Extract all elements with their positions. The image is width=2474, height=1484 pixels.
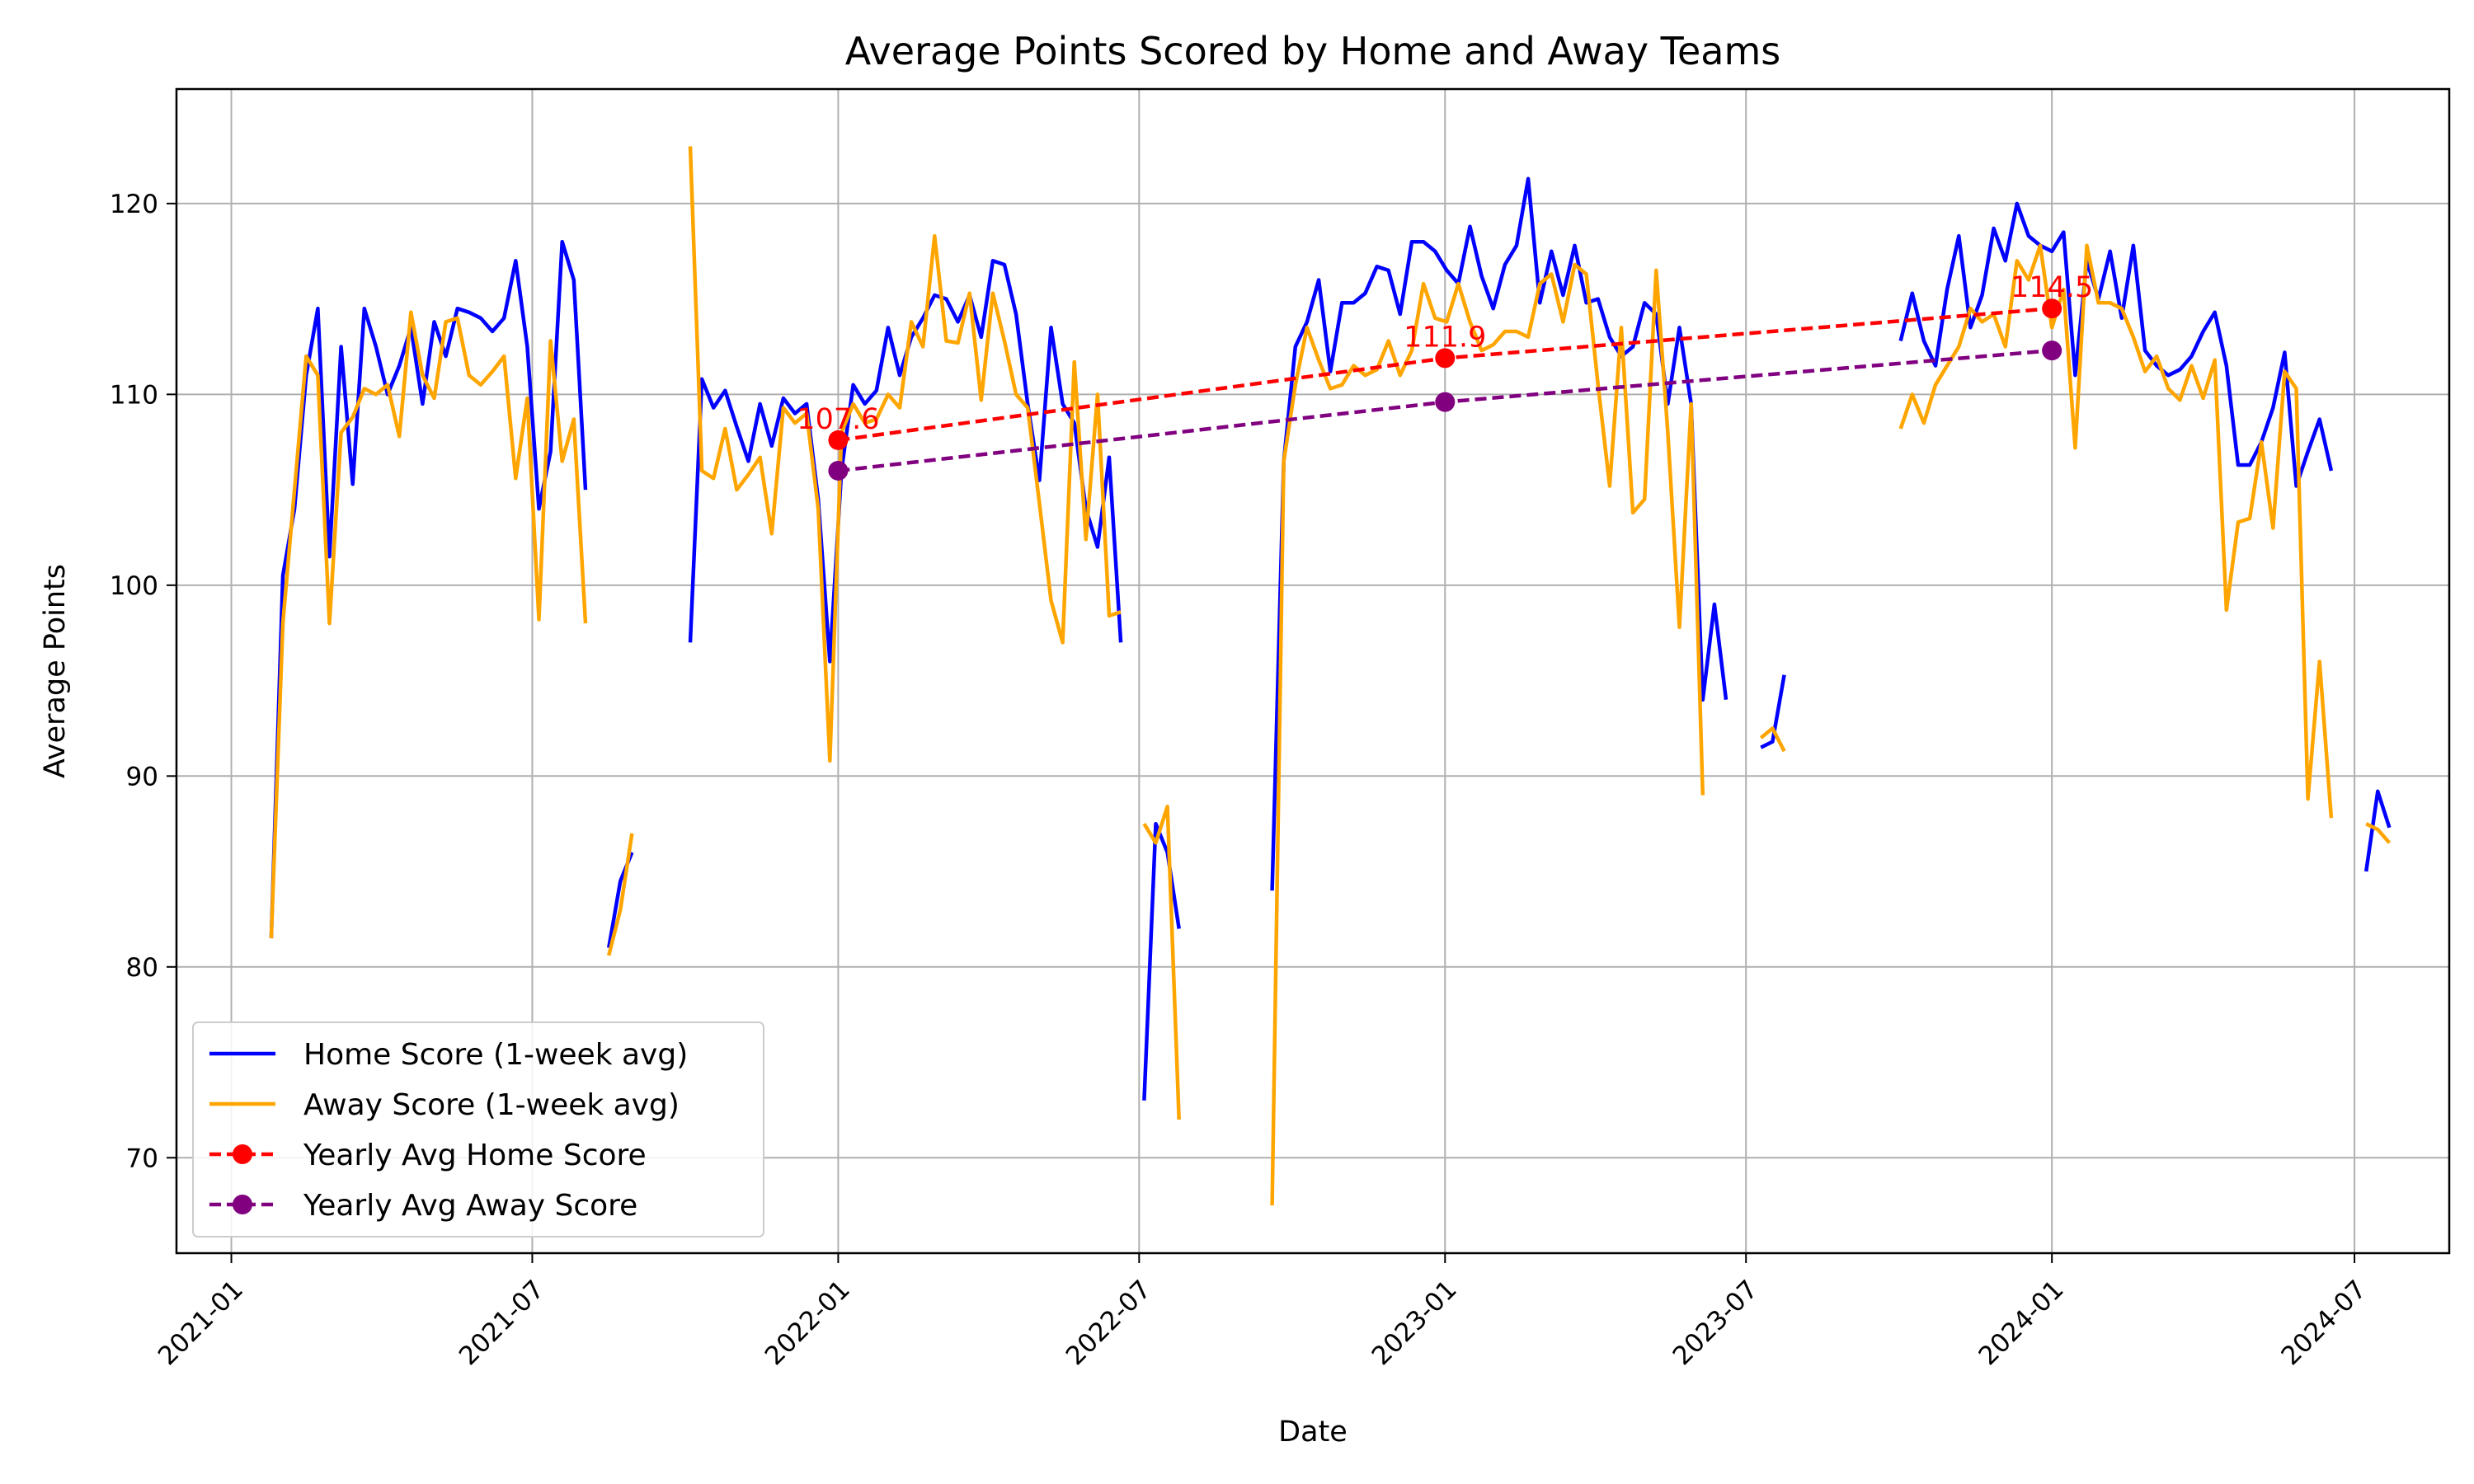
legend-label-away: Away Score (1-week avg) [303, 1088, 680, 1122]
series-away [269, 146, 2392, 1206]
legend-marker-yearly-home [233, 1144, 252, 1164]
legend-marker-yearly-away [233, 1195, 252, 1214]
legend-label-yearly-away: Yearly Avg Away Score [303, 1189, 637, 1223]
series-line-segment [1142, 821, 1181, 1101]
legend-label-home: Home Score (1-week avg) [303, 1038, 688, 1072]
yearly-avg-point [828, 460, 849, 481]
data-annotation: 114.5 [2011, 271, 2093, 304]
yearly-avg-point [1435, 392, 1456, 412]
plot-area: 107.6 111.9 114.5 [269, 146, 2392, 1206]
plot-frame [175, 87, 2451, 1255]
series-line-segment [1898, 243, 2334, 819]
legend-box [192, 1021, 764, 1237]
yearly-avg-point [2042, 298, 2062, 319]
series-line-segment [1270, 176, 1729, 891]
yearly-avg-point [2042, 340, 2062, 361]
y-tick-label: 80 [126, 953, 158, 983]
series-line-segment [688, 146, 1122, 763]
series-yearly-home [828, 298, 2062, 450]
series-yearly-away [828, 340, 2062, 481]
series-line-segment [2365, 822, 2392, 844]
x-axis-title: Date [1278, 1416, 1348, 1449]
legend: Home Score (1-week avg) Away Score (1-we… [192, 1021, 764, 1237]
chart-title: Average Points Scored by Home and Away T… [845, 29, 1780, 73]
y-tick-label: 70 [126, 1144, 158, 1173]
yearly-avg-point [1435, 348, 1456, 369]
series-line-segment [269, 310, 588, 939]
y-tick-label: 90 [126, 762, 158, 791]
series-line-segment [2363, 789, 2392, 872]
series-line-segment [269, 239, 588, 939]
series-line-segment [1270, 262, 1705, 1206]
yearly-avg-point [828, 430, 849, 450]
y-tick-label: 110 [110, 380, 158, 410]
series-line-segment [1760, 674, 1786, 749]
y-tick-label: 120 [110, 190, 158, 219]
series-line-segment [1759, 726, 1786, 753]
legend-label-yearly-home: Yearly Avg Home Score [303, 1139, 647, 1172]
data-annotation: 111.9 [1404, 321, 1486, 354]
y-axis-title: Average Points [39, 564, 72, 778]
series-line-segment [1142, 805, 1181, 1120]
series-line-segment [607, 833, 634, 956]
y-tick-label: 100 [110, 571, 158, 601]
data-annotation: 107.6 [797, 403, 879, 436]
